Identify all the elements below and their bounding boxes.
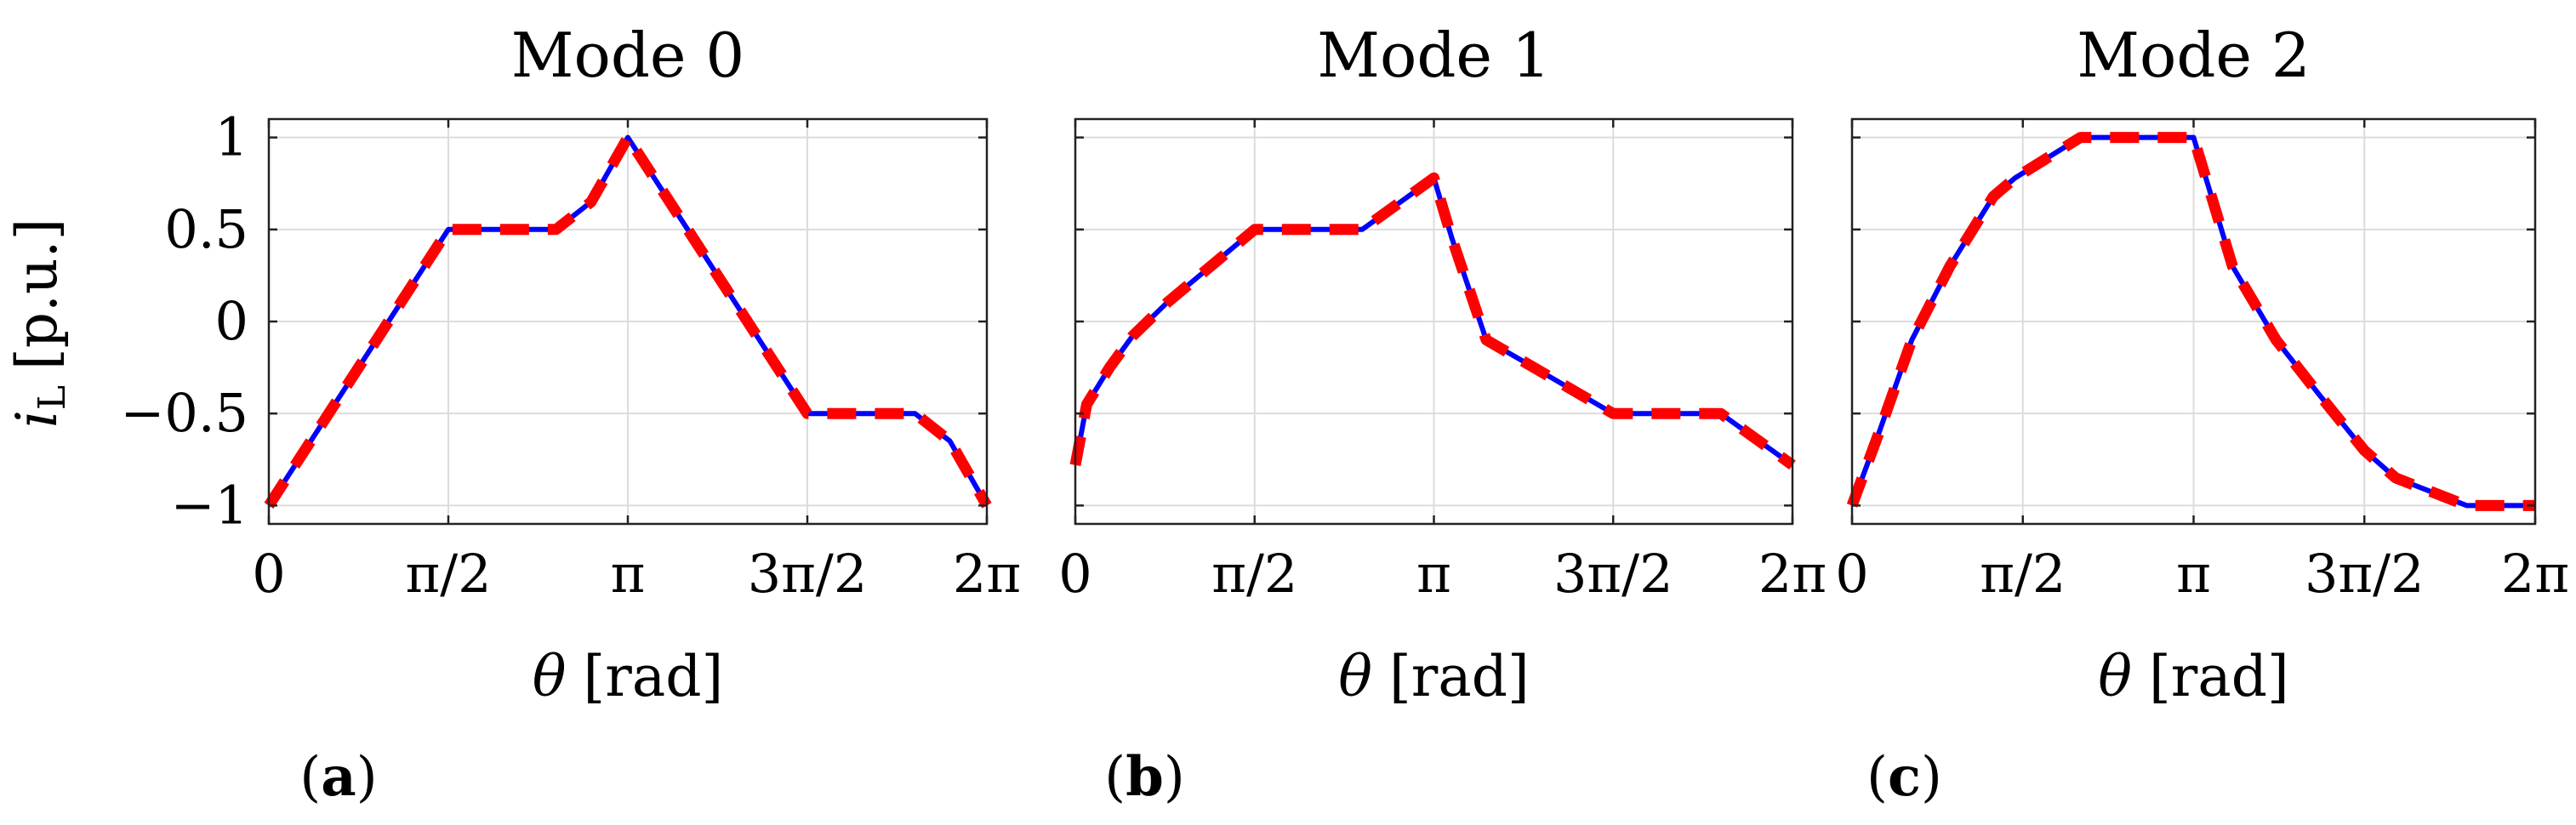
- y-axis-label-symbol: i: [4, 410, 70, 428]
- y-tick-label: 0: [215, 290, 248, 352]
- chart-panel-0: 0 π/2 π 3π/2 2π −1 −0.5 0 0.5 1 Mode 0 θ [rad] (a): [120, 20, 1021, 809]
- panel-label-letter: a: [321, 745, 356, 809]
- x-tick-label: 0: [1058, 543, 1091, 605]
- x-tick-label: π/2: [1980, 543, 2066, 605]
- y-axis-label: iL [p.u.]: [4, 219, 74, 429]
- x-axis-label: θ [rad]: [533, 644, 723, 709]
- x-tick-label: 0: [1835, 543, 1868, 605]
- panel-label-letter: c: [1888, 745, 1921, 809]
- y-tick-label: −0.5: [120, 382, 248, 444]
- panel-label: (c): [1866, 745, 1942, 809]
- x-tick-label: 3π/2: [748, 543, 868, 605]
- chart-title: Mode 0: [511, 20, 744, 91]
- chart-title: Mode 2: [2077, 20, 2310, 91]
- panel-label-close: ): [1921, 746, 1942, 809]
- x-axis-label-unit: [rad]: [2149, 644, 2289, 709]
- x-axis-label-symbol: θ: [2098, 644, 2132, 709]
- x-tick-label: π/2: [1211, 543, 1297, 605]
- panel-label-close: ): [1164, 746, 1185, 809]
- x-tick-label: π: [2176, 543, 2211, 605]
- x-axis-label-unit: [rad]: [1389, 644, 1530, 709]
- panel-label-open: (: [1866, 746, 1888, 809]
- x-axis-label-unit: [rad]: [584, 644, 724, 709]
- x-tick-label: π: [1416, 543, 1451, 605]
- x-tick-label: 0: [252, 543, 285, 605]
- y-tick-label: −1: [171, 474, 248, 536]
- x-tick-label: 2π: [953, 543, 1021, 605]
- x-axis-label: θ [rad]: [2098, 644, 2288, 709]
- x-tick-label: 2π: [2501, 543, 2569, 605]
- series-line-dashed: [264, 132, 992, 509]
- y-tick-label: 0.5: [164, 198, 248, 260]
- series-line-dashed: [1069, 172, 1796, 470]
- panel-label: (b): [1104, 745, 1185, 809]
- y-tick-label: 1: [215, 106, 248, 168]
- x-tick-label: π/2: [405, 543, 491, 605]
- panel-label-letter: b: [1126, 745, 1164, 809]
- x-axis-label: θ [rad]: [1338, 644, 1529, 709]
- x-tick-label: 3π/2: [1553, 543, 1673, 605]
- chart-panel-1: 0 π/2 π 3π/2 2π Mode 1 θ [rad] (b): [1058, 20, 1827, 809]
- x-axis-label-symbol: θ: [1338, 644, 1372, 709]
- chart-panel-2: 0 π/2 π 3π/2 2π Mode 2 θ [rad] (c): [1835, 20, 2569, 809]
- panel-label-close: ): [356, 746, 378, 809]
- x-tick-label: π: [611, 543, 646, 605]
- panel-label: (a): [299, 745, 377, 809]
- panel-label-open: (: [299, 746, 321, 809]
- y-axis-label-subscript: L: [31, 385, 74, 410]
- x-axis-label-symbol: θ: [533, 644, 567, 709]
- x-tick-label: 2π: [1758, 543, 1827, 605]
- chart-title: Mode 1: [1317, 20, 1550, 91]
- x-tick-label: 3π/2: [2305, 543, 2425, 605]
- y-axis-label-unit: [p.u.]: [4, 219, 70, 370]
- series-line-dashed: [1846, 132, 2535, 511]
- panel-label-open: (: [1104, 746, 1126, 809]
